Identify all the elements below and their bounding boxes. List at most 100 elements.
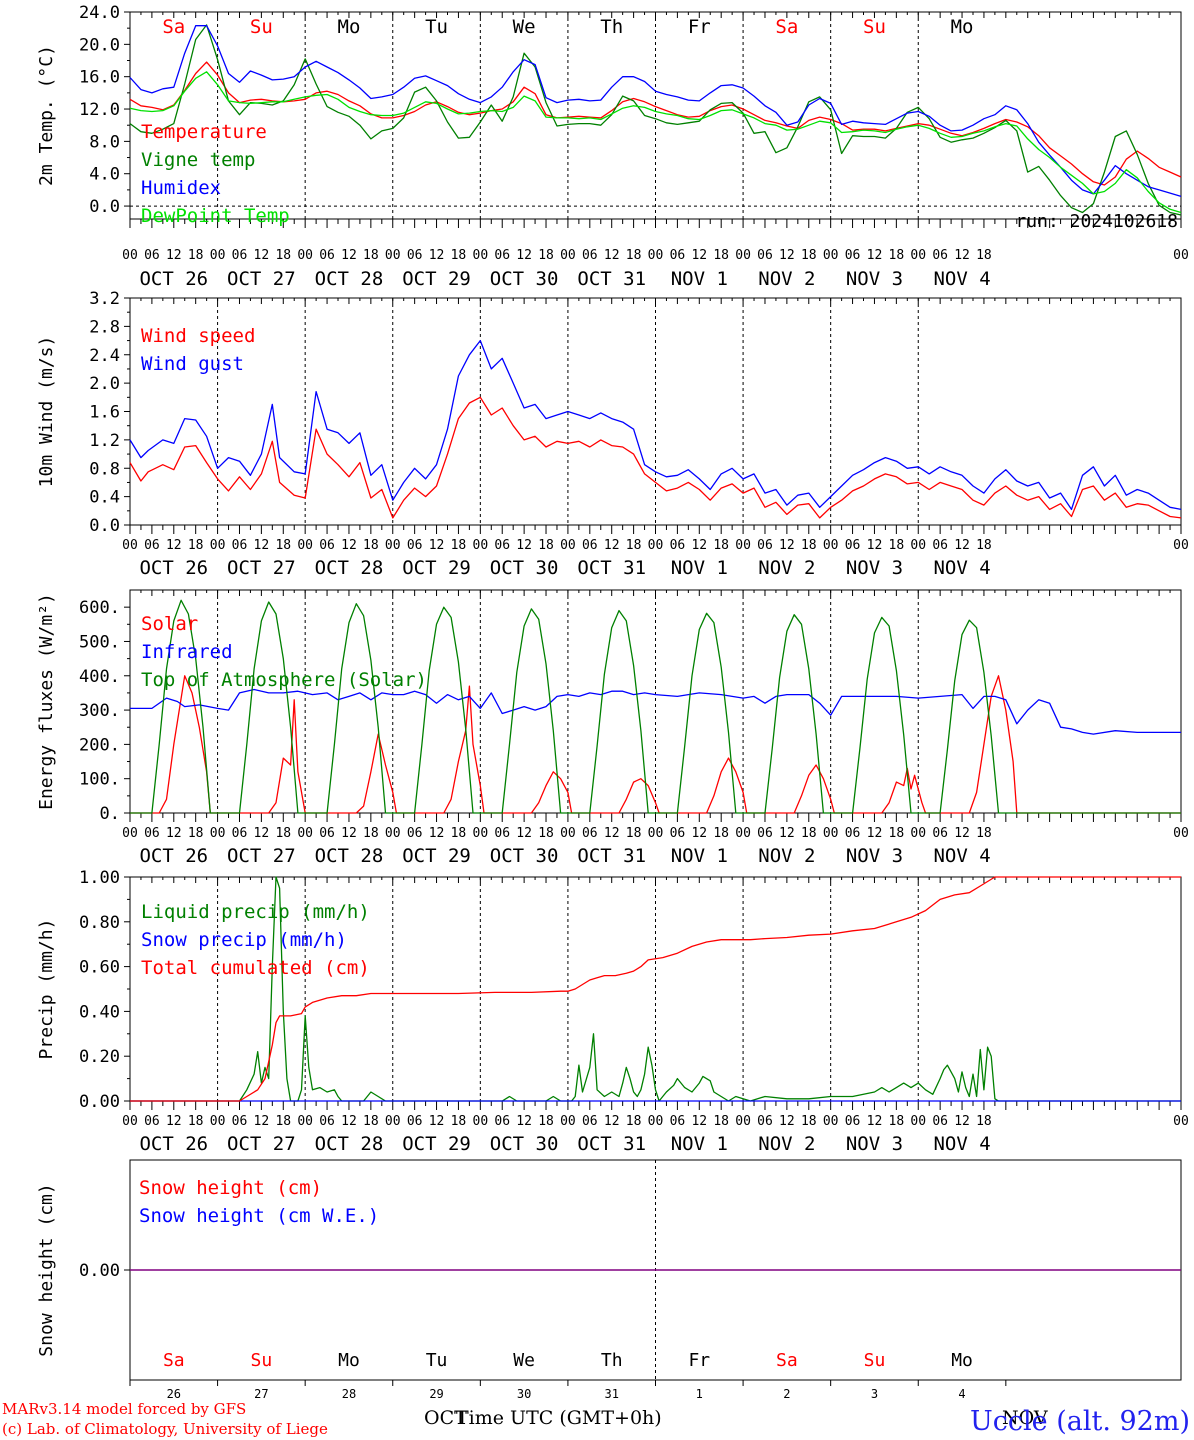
day-number-label: 30 [517, 1387, 531, 1401]
x-hour-label: 00 [910, 1114, 926, 1129]
x-hour-label: 12 [604, 248, 620, 263]
x-hour-label: 12 [867, 1114, 883, 1129]
day-number-label: 3 [871, 1387, 878, 1401]
weekday-label: Su [250, 16, 273, 38]
y-tick-label: 300. [79, 701, 120, 721]
x-hour-label: 18 [976, 1114, 992, 1129]
weekday-label: Th [601, 1350, 623, 1371]
panels: 24.020.016.012.08.04.00.02m Temp. (°C)00… [36, 3, 1189, 1401]
x-date-label: OCT 31 [577, 1133, 646, 1155]
x-hour-label: 12 [604, 826, 620, 841]
x-hour-label: 06 [232, 826, 248, 841]
x-hour-label: 06 [319, 538, 335, 553]
x-hour-label: 18 [451, 826, 467, 841]
x-hour-label: 00 [122, 248, 138, 263]
x-date-label: OCT 27 [227, 557, 296, 579]
x-hour-label: 12 [166, 538, 182, 553]
x-hour-label: 06 [932, 248, 948, 263]
y-tick-label: 0.0 [89, 197, 120, 217]
x-hour-label: 00 [910, 826, 926, 841]
x-date-label: OCT 27 [227, 845, 296, 867]
x-hour-label: 18 [713, 1114, 729, 1129]
y-tick-label: 0. [100, 804, 120, 824]
x-hour-label: 00 [297, 1114, 313, 1129]
weekday-label: Sa [162, 16, 185, 38]
x-axis-title: Time UTC (GMT+0h) [456, 1407, 662, 1429]
y-tick-label: 400. [79, 667, 120, 687]
x-hour-label: 18 [275, 826, 291, 841]
y-tick-label: 2.4 [89, 346, 120, 366]
x-date-label: OCT 26 [139, 557, 208, 579]
weekday-label: Su [864, 1350, 886, 1371]
y-tick-label: 12.0 [79, 100, 120, 120]
x-hour-label: 06 [582, 248, 598, 263]
weekday-label: Mo [338, 1350, 360, 1371]
legend-entry: Snow height (cm W.E.) [139, 1205, 379, 1227]
series-dewpoint-temp [129, 71, 1182, 214]
y-axis-label: 2m Temp. (°C) [36, 45, 57, 186]
y-tick-label: 0.00 [79, 1261, 120, 1281]
legend-entry: Temperature [141, 121, 267, 143]
y-tick-label: 1.6 [89, 403, 120, 423]
x-hour-label: 12 [867, 826, 883, 841]
x-hour-label: 06 [144, 1114, 160, 1129]
legend-entry: Liquid precip (mm/h) [141, 901, 370, 923]
x-hour-label: 00 [210, 248, 226, 263]
x-hour-label: 00 [648, 538, 664, 553]
x-hour-label: 00 [473, 248, 489, 263]
day-number-label: 1 [696, 1387, 703, 1401]
x-hour-label: 18 [976, 826, 992, 841]
x-date-label: OCT 28 [315, 845, 384, 867]
x-date-label: NOV 3 [846, 268, 903, 290]
x-hour-label: 18 [976, 248, 992, 263]
x-hour-label: 00 [560, 248, 576, 263]
x-hour-label: 00 [560, 826, 576, 841]
x-hour-label: 12 [166, 248, 182, 263]
x-date-label: NOV 4 [933, 268, 990, 290]
x-hour-label: 00 [823, 1114, 839, 1129]
legend-entry: Vigne temp [141, 149, 255, 171]
x-hour-label: 00 [1173, 826, 1189, 841]
series-top-of-atmosphere-solar- [130, 599, 1181, 814]
y-tick-label: 20.0 [79, 35, 120, 55]
weekday-label: Sa [775, 16, 798, 38]
x-date-label: OCT 27 [227, 1133, 296, 1155]
x-hour-label: 18 [538, 826, 554, 841]
x-date-label: NOV 1 [671, 557, 728, 579]
weekday-label: We [513, 16, 536, 38]
x-date-label: OCT 30 [490, 1133, 559, 1155]
x-date-label: NOV 4 [933, 1133, 990, 1155]
x-hour-label: 18 [451, 1114, 467, 1129]
x-hour-label: 06 [494, 538, 510, 553]
x-hour-label: 06 [407, 826, 423, 841]
x-hour-label: 00 [473, 826, 489, 841]
y-axis-label: 10m Wind (m/s) [36, 336, 57, 488]
x-hour-label: 06 [670, 826, 686, 841]
series-humidex [129, 25, 1182, 198]
weekday-label: Tu [425, 16, 448, 38]
x-date-label: NOV 2 [758, 557, 815, 579]
x-hour-label: 18 [889, 538, 905, 553]
x-hour-label: 18 [538, 248, 554, 263]
y-tick-label: 0.20 [79, 1047, 120, 1067]
x-hour-label: 18 [188, 826, 204, 841]
x-hour-label: 00 [297, 826, 313, 841]
x-date-label: OCT 28 [315, 268, 384, 290]
footer-credit-lab: (c) Lab. of Climatology, University of L… [2, 1420, 328, 1438]
x-axis-nov-label: NOV [1002, 1407, 1048, 1429]
weekday-label: Fr [688, 16, 711, 38]
x-hour-label: 00 [473, 538, 489, 553]
x-hour-label: 00 [210, 1114, 226, 1129]
x-hour-label: 12 [429, 538, 445, 553]
x-hour-label: 18 [275, 538, 291, 553]
x-hour-label: 12 [691, 1114, 707, 1129]
legend-entry: Snow precip (mm/h) [141, 929, 347, 951]
x-hour-label: 00 [122, 538, 138, 553]
footer-credit-model: MARv3.14 model forced by GFS [2, 1400, 246, 1418]
legend-entry: Total cumulated (cm) [141, 957, 370, 979]
x-hour-label: 18 [801, 538, 817, 553]
x-hour-label: 12 [691, 248, 707, 263]
x-hour-label: 00 [385, 826, 401, 841]
x-hour-label: 18 [626, 1114, 642, 1129]
x-hour-label: 18 [713, 538, 729, 553]
